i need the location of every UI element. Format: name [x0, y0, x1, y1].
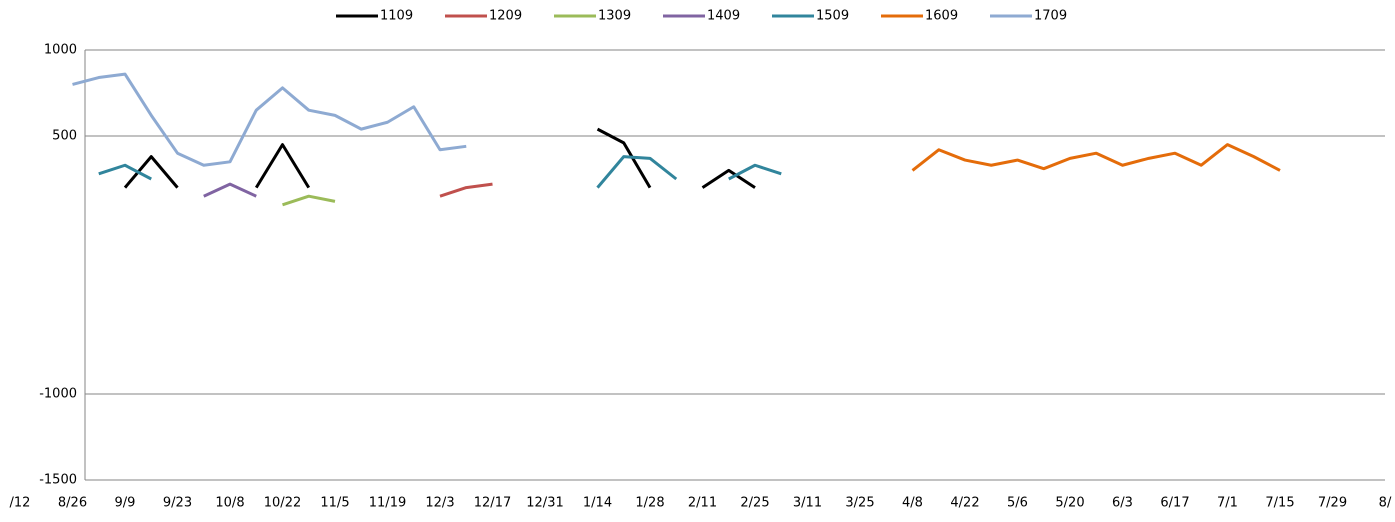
- x-tick-label: 1/14: [583, 496, 612, 511]
- x-tick-label: 1/28: [635, 496, 664, 511]
- x-tick-label: 8/26: [58, 496, 87, 511]
- series-line: [439, 182, 493, 198]
- x-tick-label: 3/11: [793, 496, 822, 511]
- legend-label: 1509: [816, 9, 849, 24]
- y-tick-label: 500: [52, 129, 77, 144]
- x-tick-label: 5/20: [1055, 496, 1084, 511]
- legend-label: 1609: [925, 9, 958, 24]
- series-line: [72, 72, 467, 167]
- x-tick-label: 9/9: [115, 496, 136, 511]
- x-tick-label: 11/5: [320, 496, 349, 511]
- x-tick-label: 3/25: [845, 496, 874, 511]
- series-line: [98, 155, 782, 189]
- x-tick-label: 7/15: [1265, 496, 1294, 511]
- x-tick-label: /12: [10, 496, 31, 511]
- x-tick-label: 6/3: [1112, 496, 1133, 511]
- legend-label: 1709: [1034, 9, 1067, 24]
- legend-label: 1309: [598, 9, 631, 24]
- x-tick-label: 12/3: [425, 496, 454, 511]
- legend-label: 1109: [380, 9, 413, 24]
- x-tick-label: 10/8: [215, 496, 244, 511]
- series-line: [282, 194, 336, 207]
- x-tick-label: 2/11: [688, 496, 717, 511]
- x-tick-label: 6/17: [1160, 496, 1189, 511]
- legend-label: 1409: [707, 9, 740, 24]
- x-tick-label: 7/1: [1217, 496, 1238, 511]
- x-tick-label: 5/6: [1007, 496, 1028, 511]
- x-tick-label: 4/22: [950, 496, 979, 511]
- y-tick-label: 1000: [44, 43, 77, 58]
- x-tick-label: 12/17: [474, 496, 511, 511]
- series-line: [123, 127, 756, 189]
- x-tick-label: 9/23: [163, 496, 192, 511]
- x-tick-label: 8/: [1379, 496, 1392, 511]
- x-tick-label: 11/19: [369, 496, 406, 511]
- series-line: [203, 182, 257, 198]
- x-tick-label: 4/8: [902, 496, 923, 511]
- y-tick-label: -1000: [39, 387, 77, 402]
- x-tick-label: 12/31: [526, 496, 563, 511]
- x-tick-label: 7/29: [1318, 496, 1347, 511]
- series-line: [911, 143, 1281, 172]
- x-tick-label: 10/22: [264, 496, 301, 511]
- y-tick-label: -1500: [39, 473, 77, 488]
- legend-label: 1209: [489, 9, 522, 24]
- x-tick-label: 2/25: [740, 496, 769, 511]
